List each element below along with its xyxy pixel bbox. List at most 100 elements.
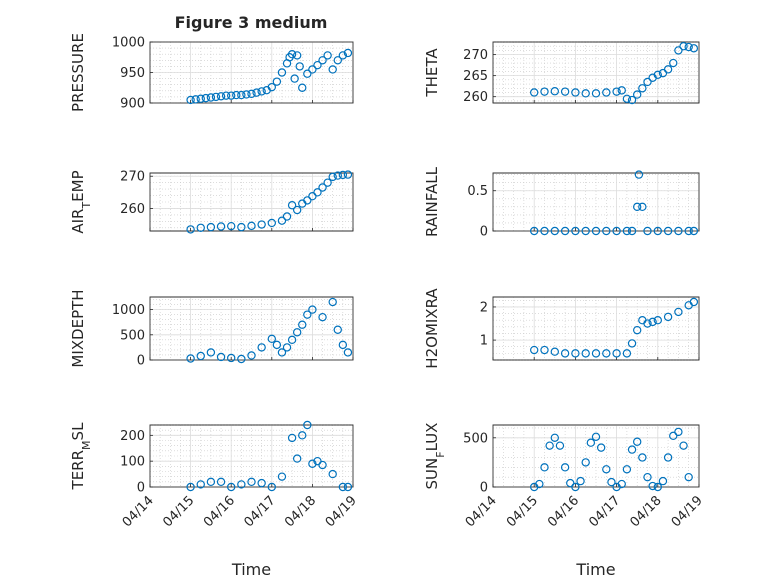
subplot-rainfall: 0 0.5 RAINFALL [423, 166, 700, 240]
data-point [658, 476, 668, 486]
data-series [186, 48, 353, 105]
data-point [257, 87, 266, 96]
data-point [550, 87, 560, 96]
data-point [581, 458, 590, 467]
data-point [247, 351, 256, 360]
data-point [643, 77, 652, 87]
data-point [602, 465, 611, 474]
data-point [206, 477, 216, 487]
data-point [313, 188, 322, 197]
data-point [576, 476, 585, 486]
data-point [298, 431, 307, 440]
data-point [308, 459, 317, 468]
data-point [267, 218, 276, 228]
data-point [591, 226, 601, 236]
data-point [596, 443, 606, 452]
data-point [633, 325, 642, 335]
data-series [530, 170, 699, 236]
x-axis-label: Time [231, 560, 271, 579]
data-point [196, 94, 205, 103]
data-point [540, 87, 549, 96]
data-point [318, 56, 327, 65]
data-point [591, 89, 601, 98]
data-point [643, 319, 652, 328]
data-point [338, 170, 348, 180]
data-point [653, 70, 663, 80]
data-point [343, 348, 353, 357]
data-point [237, 222, 246, 232]
y-tick-label: 950 [120, 66, 145, 81]
y-axis-label: MIXDEPTH [69, 289, 87, 367]
data-point [586, 438, 596, 447]
y-tick-label: 500 [120, 328, 145, 343]
data-point [318, 460, 327, 470]
data-point [196, 223, 205, 232]
data-point [540, 463, 549, 472]
x-tick-label: 04/18 [628, 493, 665, 530]
data-point [560, 87, 570, 96]
y-tick-label: 200 [120, 429, 145, 444]
y-tick-label: 0 [137, 354, 145, 369]
data-point [226, 353, 236, 363]
data-point [591, 432, 601, 442]
data-series [530, 42, 699, 105]
data-point [622, 226, 632, 236]
data-point [638, 453, 647, 462]
y-tick-label: 0 [480, 481, 488, 496]
data-point [338, 340, 348, 350]
plot-area [149, 296, 354, 361]
data-point [191, 95, 200, 104]
data-point [627, 226, 637, 236]
data-point [298, 320, 307, 329]
y-axis-label: SUNFLUX [423, 423, 447, 490]
data-point [287, 433, 297, 443]
data-point [292, 205, 302, 215]
x-tick-label: 04/16 [201, 493, 238, 530]
data-point [545, 441, 554, 450]
data-point [622, 94, 632, 103]
y-tick-label: 0 [137, 481, 145, 496]
data-point [674, 307, 683, 317]
data-point [555, 441, 565, 450]
data-point [627, 445, 637, 454]
data-point [617, 86, 626, 95]
x-tick-label: 04/17 [242, 493, 279, 530]
data-point [566, 478, 575, 488]
data-point [638, 84, 647, 93]
data-point [648, 481, 657, 491]
data-point [530, 88, 539, 97]
data-point [247, 221, 256, 231]
data-point [323, 51, 332, 60]
axis-frame [492, 296, 700, 361]
data-point [663, 453, 673, 462]
data-point [226, 91, 236, 100]
data-point [684, 226, 693, 236]
data-point [186, 225, 195, 234]
data-point [287, 335, 297, 345]
data-point [206, 348, 216, 357]
y-tick-label: 260 [463, 90, 488, 105]
data-point [684, 42, 693, 52]
data-point [237, 354, 246, 364]
y-axis-label: THETA [423, 48, 441, 98]
x-axis-label: Time [575, 560, 615, 579]
x-tick-label: 04/14 [120, 493, 157, 530]
subplot-mixdepth: 0 500 1000 MIXDEPTH [69, 289, 354, 369]
data-point [313, 60, 322, 70]
subplot-terr-msl: 0 100 200 04/14 04/15 04/16 04/17 04/18 04/19 TER… [69, 420, 360, 579]
data-point [247, 89, 256, 99]
data-point [303, 310, 312, 319]
data-series [186, 170, 353, 234]
data-point [607, 477, 616, 487]
data-point [550, 433, 560, 442]
x-tick-label: 04/15 [504, 493, 541, 530]
data-point [211, 92, 221, 102]
axis-frame [149, 296, 354, 361]
data-point [186, 482, 195, 492]
data-point [622, 465, 632, 474]
y-axis-label: RAINFALL [423, 166, 441, 237]
y-tick-label: 270 [463, 48, 488, 63]
data-point [674, 226, 683, 236]
y-tick-label: 265 [463, 69, 488, 84]
axis-frame [492, 424, 700, 488]
